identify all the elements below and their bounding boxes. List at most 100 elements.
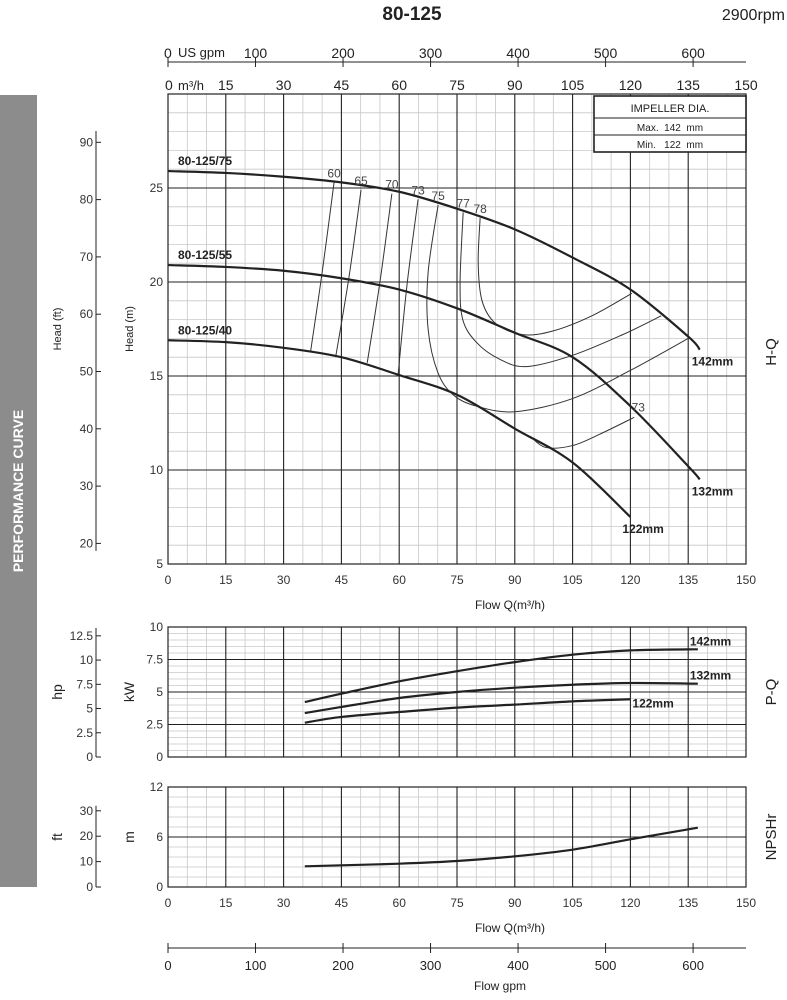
primary-axis-title: Head (m) <box>124 306 136 352</box>
sidebar-label: PERFORMANCE CURVE <box>10 410 26 572</box>
x-tick-label: 30 <box>277 896 291 910</box>
diameter-label: 142mm <box>690 634 731 648</box>
m3h-tick-label: 135 <box>677 77 701 93</box>
x-tick-label: 150 <box>736 573 756 587</box>
m3h-tick-label: 30 <box>276 77 292 93</box>
x-tick-label: 0 <box>165 573 172 587</box>
diameter-label: 122mm <box>632 696 673 710</box>
y-tick-label: 10 <box>150 620 164 634</box>
bottom-gpm-tick-label: 100 <box>245 958 267 973</box>
bottom-gpm-tick-label: 300 <box>420 958 442 973</box>
x-tick-label: 105 <box>563 896 583 910</box>
series-curve-NPSHr <box>304 826 699 868</box>
m3h-tick-label: 15 <box>218 77 234 93</box>
panel-side-label: NPSHr <box>763 814 780 861</box>
impeller-box-title: IMPELLER DIA. <box>631 103 710 115</box>
gpm-zero-label: 0 <box>164 45 172 61</box>
gpm-tick-label: 400 <box>506 45 530 61</box>
y-tick-label: 5 <box>156 557 163 571</box>
secondary-tick-label: 90 <box>80 135 94 149</box>
model-label: 80-125/75 <box>178 154 232 168</box>
secondary-tick-label: 2.5 <box>76 726 93 740</box>
m3h-tick-label: 150 <box>734 77 758 93</box>
x-tick-label: 0 <box>165 896 172 910</box>
y-tick-label: 6 <box>156 830 163 844</box>
secondary-tick-label: 70 <box>80 250 94 264</box>
y-tick-label: 10 <box>150 463 164 477</box>
gpm-tick-label: 300 <box>419 45 443 61</box>
gpm-tick-label: 500 <box>594 45 618 61</box>
primary-axis-title: m <box>121 831 137 843</box>
y-tick-label: 12 <box>150 780 164 794</box>
panel-side-label: H-Q <box>763 338 780 366</box>
series-curve-132mm <box>167 263 701 481</box>
diameter-label: 142mm <box>692 355 733 369</box>
m3h-tick-label: 60 <box>391 77 407 93</box>
y-tick-label: 20 <box>150 275 164 289</box>
x-tick-label: 45 <box>335 573 349 587</box>
efficiency-label: 75 <box>431 189 445 203</box>
m3h-tick-label: 120 <box>619 77 643 93</box>
x-tick-label: 120 <box>620 896 640 910</box>
y-tick-label: 0 <box>156 880 163 894</box>
secondary-axis-title: hp <box>49 684 65 700</box>
series-curve-142mm <box>167 169 701 351</box>
diameter-label: 132mm <box>690 669 731 683</box>
diameter-label: 132mm <box>692 484 733 498</box>
secondary-tick-label: 0 <box>86 880 93 894</box>
y-tick-label: 25 <box>150 181 164 195</box>
efficiency-curve <box>529 416 635 449</box>
x-tick-label: 135 <box>678 896 698 910</box>
m3h-tick-label: 105 <box>561 77 585 93</box>
panel-side-label: P-Q <box>763 679 780 706</box>
x-axis-title: Flow Q(m³/h) <box>475 598 545 612</box>
x-tick-label: 60 <box>393 573 407 587</box>
x-tick-label: 120 <box>620 573 640 587</box>
secondary-tick-label: 60 <box>80 307 94 321</box>
x-tick-label: 90 <box>508 573 522 587</box>
gpm-tick-label: 100 <box>244 45 268 61</box>
efficiency-curve <box>335 189 362 358</box>
impeller-max: Max. 142 mm <box>637 123 703 134</box>
efficiency-label: 70 <box>385 178 399 192</box>
secondary-tick-label: 80 <box>80 193 94 207</box>
efficiency-label: 65 <box>354 174 368 188</box>
efficiency-label: 73 <box>411 183 425 197</box>
curves-layer <box>167 169 701 868</box>
x-tick-label: 135 <box>678 573 698 587</box>
bottom-gpm-tick-label: 0 <box>164 958 171 973</box>
y-tick-label: 15 <box>150 369 164 383</box>
secondary-axis-title: ft <box>49 833 65 841</box>
secondary-tick-label: 5 <box>86 702 93 716</box>
m3h-tick-label: 45 <box>334 77 350 93</box>
secondary-tick-label: 50 <box>80 365 94 379</box>
y-tick-label: 0 <box>156 750 163 764</box>
secondary-tick-label: 20 <box>80 829 94 843</box>
m3h-tick-label: 0 <box>165 77 173 93</box>
chart-title: 80-125 <box>382 4 442 25</box>
series-curve-132mm <box>304 681 698 715</box>
y-tick-label: 5 <box>156 685 163 699</box>
bottom-gpm-tick-label: 400 <box>507 958 529 973</box>
impeller-min: Min. 122 mm <box>637 140 703 151</box>
grid-layer <box>95 57 747 953</box>
rpm-label: 2900rpm <box>722 7 785 24</box>
efficiency-label: 78 <box>473 202 487 216</box>
gpm-unit-label: US gpm <box>178 45 225 60</box>
x-tick-label: 45 <box>335 896 349 910</box>
gpm-tick-label: 600 <box>681 45 705 61</box>
secondary-tick-label: 30 <box>80 804 94 818</box>
x-tick-label: 75 <box>450 896 464 910</box>
x-tick-label: 15 <box>219 573 233 587</box>
efficiency-label: 77 <box>456 196 470 210</box>
sidebar-band <box>0 95 37 887</box>
impeller-box: IMPELLER DIA. Max. 142 mm Min. 122 mm <box>593 95 747 153</box>
m3h-tick-label: 90 <box>507 77 523 93</box>
m3h-tick-label: 75 <box>449 77 465 93</box>
efficiency-curve <box>310 182 335 352</box>
secondary-tick-label: 40 <box>80 422 94 436</box>
bottom-gpm-axis-title: Flow gpm <box>474 979 526 993</box>
x-tick-label: 75 <box>450 573 464 587</box>
efficiency-curve <box>366 193 393 363</box>
